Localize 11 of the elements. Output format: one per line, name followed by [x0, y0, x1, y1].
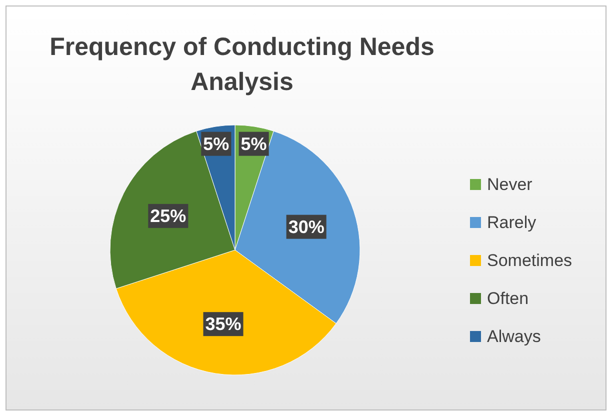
legend-label: Sometimes: [487, 251, 572, 270]
legend-label: Never: [487, 175, 533, 194]
chart-title: Frequency of Conducting Needs Analysis: [50, 33, 434, 96]
data-label: 25%: [150, 206, 186, 226]
data-label: 5%: [203, 134, 230, 154]
legend-label: Always: [487, 327, 541, 346]
data-label: 35%: [205, 314, 242, 334]
legend-label: Often: [487, 289, 529, 308]
legend-label: Rarely: [487, 213, 537, 232]
data-label: 5%: [240, 134, 267, 154]
data-label: 30%: [288, 216, 324, 237]
